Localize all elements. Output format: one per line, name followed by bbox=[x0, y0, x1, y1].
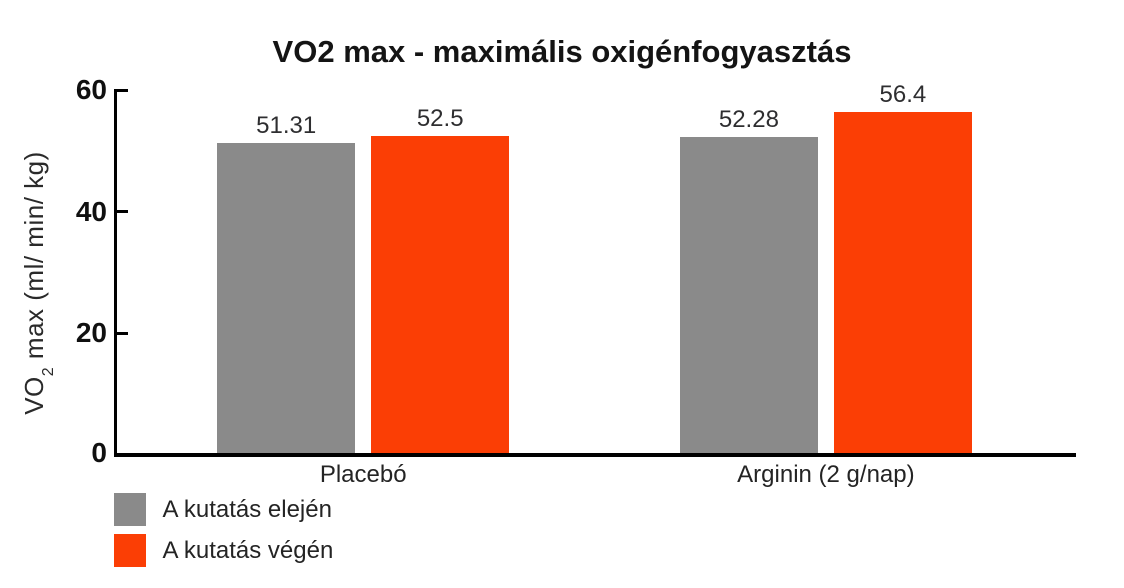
bar-series2-arginin-2-g-nap- bbox=[833, 112, 973, 454]
y-axis-title-sub: 2 bbox=[40, 366, 58, 377]
y-axis-line bbox=[113, 88, 117, 457]
x-axis-line bbox=[113, 453, 1076, 457]
bar-series2-placeb- bbox=[370, 135, 510, 454]
legend-label-1: A kutatás elején bbox=[162, 496, 332, 523]
bar-value-label: 56.4 bbox=[879, 81, 927, 109]
y-axis-title-pre: VO bbox=[19, 376, 49, 415]
bar-value-label: 51.31 bbox=[256, 112, 317, 140]
x-axis-label-placeb-: Placebó bbox=[319, 461, 407, 488]
x-axis-label-arginin-2-g-nap-: Arginin (2 g/nap) bbox=[737, 461, 915, 488]
bar-value-label: 52.5 bbox=[416, 104, 464, 132]
y-tick-label-0: 0 bbox=[91, 436, 107, 468]
y-tick-20 bbox=[113, 331, 128, 336]
bar-series1-arginin-2-g-nap- bbox=[679, 137, 819, 454]
legend-swatch-2 bbox=[113, 534, 146, 567]
bar-series1-placeb- bbox=[216, 143, 356, 454]
y-tick-label-60: 60 bbox=[75, 74, 107, 106]
y-tick-label-20: 20 bbox=[75, 317, 107, 349]
legend-label-2: A kutatás végén bbox=[162, 537, 334, 564]
y-tick-label-40: 40 bbox=[75, 195, 107, 227]
y-tick-40 bbox=[113, 210, 128, 214]
bar-value-label: 52.28 bbox=[718, 106, 779, 134]
chart-title: VO2 max - maximális oxigénfogyasztás bbox=[272, 34, 852, 69]
y-tick-60 bbox=[113, 88, 128, 92]
legend-swatch-1 bbox=[113, 493, 146, 526]
